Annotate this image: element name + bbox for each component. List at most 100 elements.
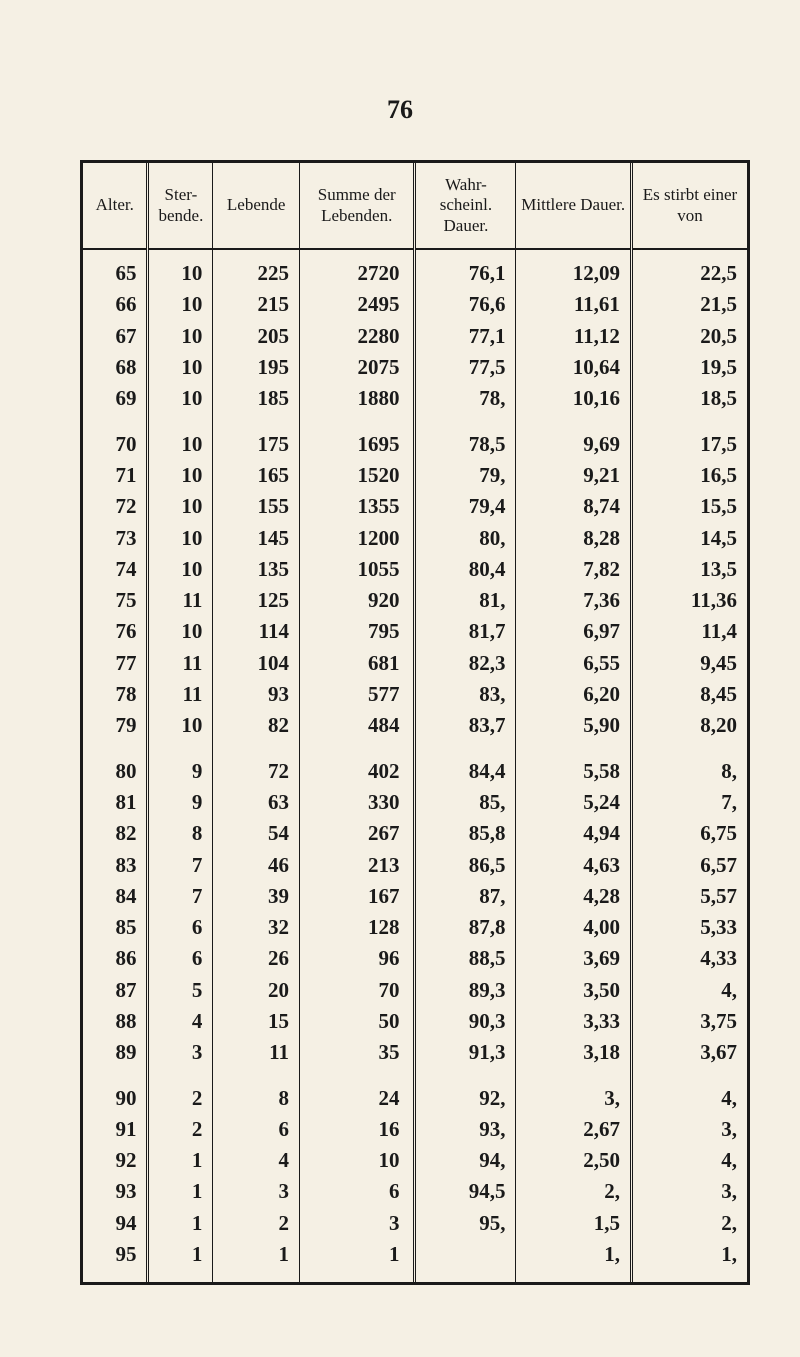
table-row: 951111,1, (83, 1239, 747, 1282)
cell-leb: 205 (213, 321, 300, 352)
cell-leb: 135 (213, 554, 300, 585)
cell-summe: 267 (299, 818, 414, 849)
cell-es: 19,5 (631, 352, 747, 383)
cell-wahr: 93, (415, 1114, 516, 1145)
cell-wahr: 85, (415, 787, 516, 818)
cell-mitt: 1,5 (516, 1208, 631, 1239)
cell-wahr: 87,8 (415, 912, 516, 943)
cell-mitt: 9,69 (516, 429, 631, 460)
cell-alter: 90 (83, 1083, 148, 1114)
table-row: 7110165152079,9,2116,5 (83, 460, 747, 491)
cell-alter: 69 (83, 383, 148, 414)
cell-summe: 1695 (299, 429, 414, 460)
cell-mitt: 3, (516, 1083, 631, 1114)
cell-leb: 3 (213, 1176, 300, 1207)
cell-mitt: 3,33 (516, 1006, 631, 1037)
cell-ster: 11 (148, 679, 213, 710)
cell-ster: 8 (148, 818, 213, 849)
cell-mitt: 11,61 (516, 289, 631, 320)
cell-wahr: 92, (415, 1083, 516, 1114)
cell-alter: 94 (83, 1208, 148, 1239)
cell-leb: 46 (213, 850, 300, 881)
table-row: 90282492,3,4, (83, 1083, 747, 1114)
cell-summe: 1 (299, 1239, 414, 1282)
cell-summe: 1355 (299, 491, 414, 522)
cell-summe: 2280 (299, 321, 414, 352)
cell-es: 22,5 (631, 249, 747, 289)
cell-summe: 24 (299, 1083, 414, 1114)
cell-leb: 1 (213, 1239, 300, 1282)
cell-summe: 681 (299, 648, 414, 679)
cell-ster: 9 (148, 787, 213, 818)
cell-alter: 80 (83, 756, 148, 787)
cell-mitt: 5,24 (516, 787, 631, 818)
cell-alter: 85 (83, 912, 148, 943)
cell-mitt: 6,20 (516, 679, 631, 710)
cell-summe: 35 (299, 1037, 414, 1068)
cell-alter: 66 (83, 289, 148, 320)
table-row: 8374621386,54,636,57 (83, 850, 747, 881)
cell-alter: 65 (83, 249, 148, 289)
spacer-row (83, 742, 747, 756)
cell-leb: 225 (213, 249, 300, 289)
cell-es: 8,45 (631, 679, 747, 710)
header-summe: Summe der Lebenden. (299, 163, 414, 249)
cell-es: 3,67 (631, 1037, 747, 1068)
cell-es: 1, (631, 1239, 747, 1282)
cell-mitt: 6,55 (516, 648, 631, 679)
cell-leb: 125 (213, 585, 300, 616)
cell-leb: 63 (213, 787, 300, 818)
cell-es: 4,33 (631, 943, 747, 974)
cell-mitt: 10,64 (516, 352, 631, 383)
cell-es: 5,33 (631, 912, 747, 943)
cell-leb: 93 (213, 679, 300, 710)
table-row: 866269688,53,694,33 (83, 943, 747, 974)
cell-summe: 16 (299, 1114, 414, 1145)
cell-leb: 6 (213, 1114, 300, 1145)
cell-mitt: 5,58 (516, 756, 631, 787)
cell-summe: 213 (299, 850, 414, 881)
table-row: 7010175169578,59,6917,5 (83, 429, 747, 460)
header-sterbende: Ster- bende. (148, 163, 213, 249)
table-row: 893113591,33,183,67 (83, 1037, 747, 1068)
table-row: 8097240284,45,588, (83, 756, 747, 787)
table-row: 875207089,33,504, (83, 975, 747, 1006)
header-alter: Alter. (83, 163, 148, 249)
cell-mitt: 4,28 (516, 881, 631, 912)
cell-es: 15,5 (631, 491, 747, 522)
cell-summe: 96 (299, 943, 414, 974)
cell-ster: 9 (148, 756, 213, 787)
cell-wahr: 80, (415, 523, 516, 554)
cell-es: 4, (631, 975, 747, 1006)
cell-wahr: 95, (415, 1208, 516, 1239)
cell-wahr: 78, (415, 383, 516, 414)
cell-alter: 68 (83, 352, 148, 383)
cell-ster: 1 (148, 1239, 213, 1282)
cell-ster: 10 (148, 491, 213, 522)
cell-ster: 10 (148, 383, 213, 414)
cell-leb: 185 (213, 383, 300, 414)
cell-summe: 10 (299, 1145, 414, 1176)
cell-mitt: 9,21 (516, 460, 631, 491)
cell-summe: 402 (299, 756, 414, 787)
cell-wahr: 82,3 (415, 648, 516, 679)
table-row: 7310145120080,8,2814,5 (83, 523, 747, 554)
cell-leb: 4 (213, 1145, 300, 1176)
cell-ster: 10 (148, 460, 213, 491)
cell-es: 8,20 (631, 710, 747, 741)
cell-wahr: 83,7 (415, 710, 516, 741)
cell-alter: 88 (83, 1006, 148, 1037)
cell-wahr: 84,4 (415, 756, 516, 787)
cell-leb: 145 (213, 523, 300, 554)
table-row: 6610215249576,611,6121,5 (83, 289, 747, 320)
cell-ster: 1 (148, 1145, 213, 1176)
cell-leb: 114 (213, 616, 300, 647)
cell-ster: 10 (148, 429, 213, 460)
header-mittlere: Mittlere Dauer. (516, 163, 631, 249)
cell-leb: 26 (213, 943, 300, 974)
cell-alter: 81 (83, 787, 148, 818)
cell-summe: 577 (299, 679, 414, 710)
cell-ster: 10 (148, 289, 213, 320)
cell-wahr: 78,5 (415, 429, 516, 460)
cell-wahr: 94, (415, 1145, 516, 1176)
